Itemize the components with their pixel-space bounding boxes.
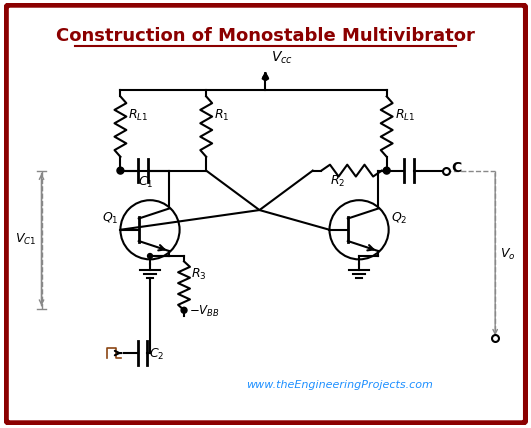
Text: $Q_2$: $Q_2$	[391, 211, 407, 226]
Text: $R_1$: $R_1$	[214, 108, 229, 123]
Text: $V_{C1}$: $V_{C1}$	[15, 232, 37, 247]
Text: $V_o$: $V_o$	[500, 247, 516, 262]
Circle shape	[263, 75, 268, 80]
Text: $C_1$: $C_1$	[138, 175, 153, 190]
Text: $C_2$: $C_2$	[149, 347, 165, 362]
Text: $R_2$: $R_2$	[330, 173, 346, 188]
Text: $R_3$: $R_3$	[191, 267, 207, 282]
Circle shape	[117, 167, 124, 174]
Text: $R_{L1}$: $R_{L1}$	[395, 108, 415, 123]
Circle shape	[148, 253, 152, 259]
Text: Construction of Monostable Multivibrator: Construction of Monostable Multivibrator	[56, 27, 475, 45]
Text: $Q_1$: $Q_1$	[102, 211, 118, 226]
Circle shape	[181, 307, 187, 313]
Circle shape	[383, 167, 390, 174]
Text: $V_{cc}$: $V_{cc}$	[271, 50, 293, 66]
Text: www.theEngineeringProjects.com: www.theEngineeringProjects.com	[246, 380, 433, 389]
Text: $-V_{BB}$: $-V_{BB}$	[189, 304, 220, 319]
Text: C: C	[451, 160, 461, 175]
Text: $R_{L1}$: $R_{L1}$	[129, 108, 149, 123]
